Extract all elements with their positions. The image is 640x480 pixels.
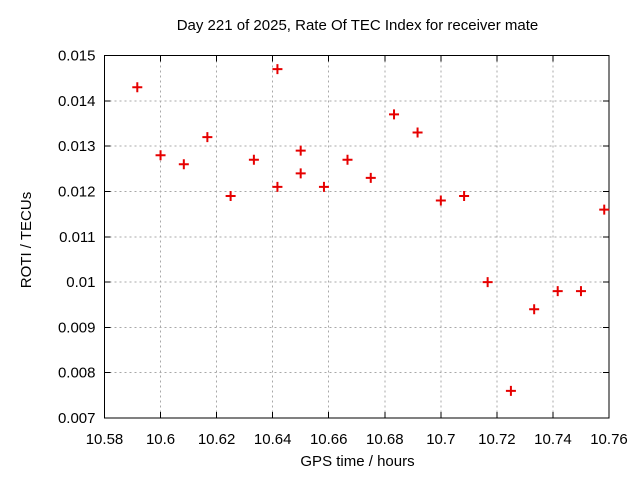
data-point-marker xyxy=(225,190,236,201)
x-tick-label: 10.6 xyxy=(146,431,175,448)
data-point-marker xyxy=(365,172,376,183)
data-point-marker xyxy=(178,159,189,170)
data-point-marker xyxy=(248,154,259,165)
x-tick-label: 10.76 xyxy=(590,431,628,448)
data-point-marker xyxy=(552,286,563,297)
x-tick-label: 10.58 xyxy=(86,431,124,448)
data-point-marker xyxy=(295,168,306,179)
data-point-marker xyxy=(599,204,610,215)
x-tick-label: 10.72 xyxy=(478,431,516,448)
data-point-marker xyxy=(272,181,283,192)
x-tick-label: 10.74 xyxy=(534,431,572,448)
x-tick-label: 10.66 xyxy=(310,431,348,448)
data-point-marker xyxy=(132,82,143,93)
y-tick-label: 0.012 xyxy=(58,183,96,200)
data-point-marker xyxy=(505,385,516,396)
x-tick-label: 10.64 xyxy=(254,431,292,448)
y-tick-label: 0.008 xyxy=(58,365,96,382)
data-point-marker xyxy=(318,181,329,192)
y-tick-label: 0.007 xyxy=(58,410,96,427)
data-point-marker xyxy=(202,132,213,143)
data-point-marker xyxy=(412,127,423,138)
plot-border xyxy=(104,55,610,419)
y-tick-label: 0.011 xyxy=(59,229,95,246)
chart-title: Day 221 of 2025, Rate Of TEC Index for r… xyxy=(176,17,539,34)
data-point-marker xyxy=(295,145,306,156)
data-point-marker xyxy=(529,304,540,315)
y-tick-label: 0.009 xyxy=(58,319,96,336)
x-tick-label: 10.62 xyxy=(198,431,236,448)
data-point-marker xyxy=(575,286,586,297)
y-tick-label: 0.013 xyxy=(58,138,96,155)
data-point-marker xyxy=(272,64,283,75)
data-point-marker xyxy=(435,195,446,206)
y-tick-label: 0.014 xyxy=(58,93,96,110)
data-point-marker xyxy=(389,109,400,120)
data-point-marker xyxy=(155,150,166,161)
data-point-marker xyxy=(482,277,493,288)
data-point-marker xyxy=(459,190,470,201)
x-tick-label: 10.68 xyxy=(366,431,404,448)
y-tick-label: 0.015 xyxy=(58,48,96,65)
x-tick-label: 10.7 xyxy=(426,431,455,448)
y-tick-label: 0.01 xyxy=(66,274,95,291)
data-point-marker xyxy=(342,154,353,165)
x-axis-label: GPS time / hours xyxy=(300,453,415,470)
